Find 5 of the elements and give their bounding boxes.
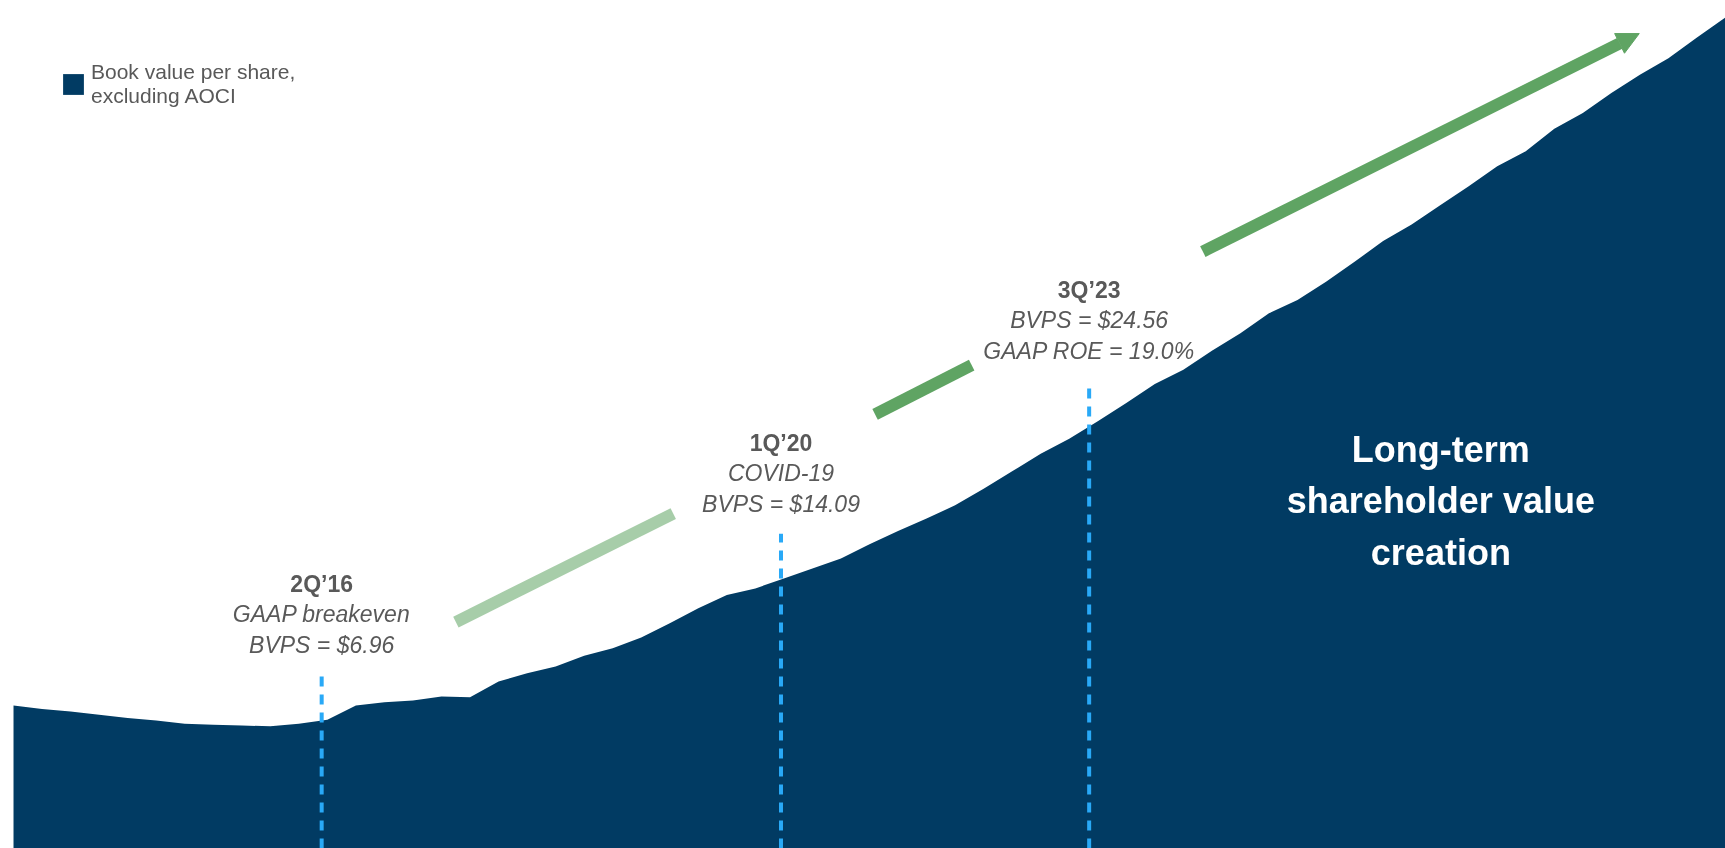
annotation: 3Q’23 BVPS = $24.56 GAAP ROE = 19.0%: [983, 276, 1195, 365]
annotation: Long-term shareholder value creation: [1286, 429, 1595, 573]
annotation: 1Q’20 COVID-19 BVPS = $14.09: [702, 429, 861, 518]
annotation: 2Q’16 GAAP breakeven BVPS = $6.96: [232, 570, 410, 659]
legend-label: Book value per share, excluding AOCI: [91, 60, 296, 108]
